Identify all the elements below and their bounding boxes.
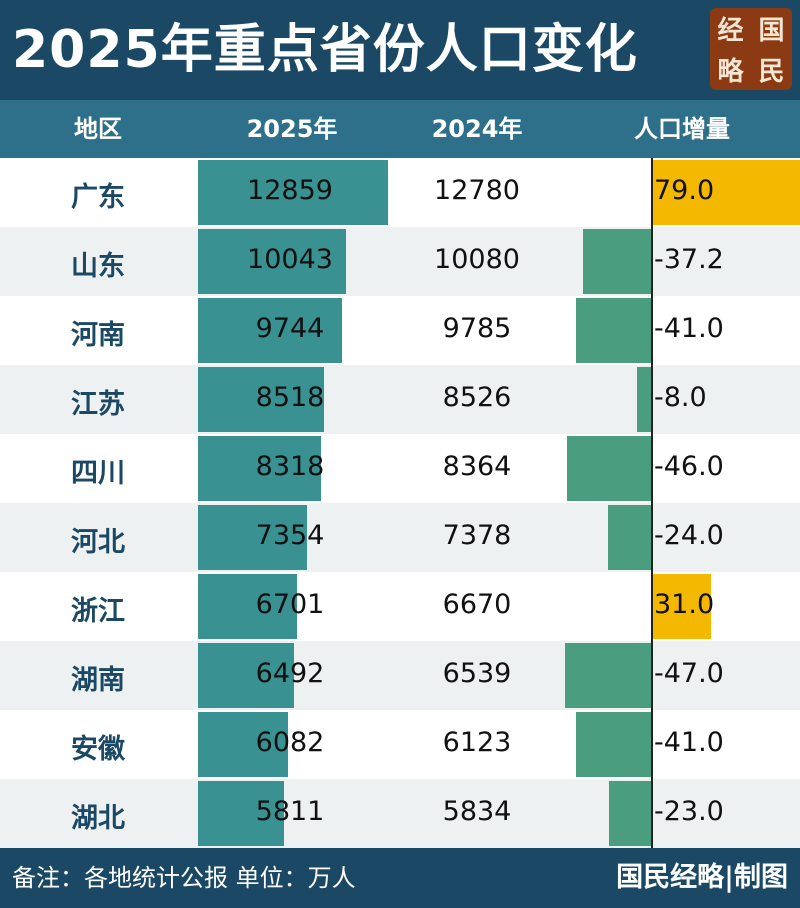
decrease-bar [609,781,652,846]
bar-2025 [198,574,297,639]
value-2024: 8526 [442,381,512,413]
source-note: 备注：各地统计公报 单位：万人 [12,864,356,892]
value-2025: 10043 [247,243,333,275]
province-label: 河南 [71,319,125,351]
bar-2025 [198,781,284,846]
bar-2025 [198,643,294,708]
value-2024: 10080 [434,243,520,275]
province-label: 广东 [71,181,125,213]
increment-value: -37.2 [654,243,724,275]
province-label: 河北 [71,526,125,558]
decrease-bar [567,436,652,501]
increment-value: -47.0 [654,657,724,689]
logo-char: 民 [758,57,785,87]
value-2024: 7378 [442,519,512,551]
column-header-2024: 2024年 [431,115,523,143]
value-2024: 6123 [442,726,512,758]
zero-axis-line [651,158,653,848]
bar-2025 [198,712,288,777]
table-row: 河北 7354 7378 -24.0 [0,503,800,572]
header-bar: 2025年重点省份人口变化 经 国 略 民 [0,0,800,100]
bar-2025 [198,367,324,432]
column-header-2025: 2025年 [246,115,338,143]
value-2024: 6539 [442,657,512,689]
value-2025: 9744 [255,312,325,344]
table-row: 河南 9744 9785 -41.0 [0,296,800,365]
value-2025: 7354 [255,519,325,551]
table-row: 湖北 5811 5834 -23.0 [0,779,800,848]
table-row: 广东 12859 12780 79.0 [0,158,800,227]
province-label: 四川 [71,457,125,489]
logo-char: 略 [717,57,744,87]
value-2024: 12780 [434,174,520,206]
value-2025: 6082 [255,726,325,758]
value-2024: 9785 [442,312,512,344]
increase-bar [652,574,711,639]
column-header-row: 地区 2025年 2024年 人口增量 [0,100,800,158]
increment-value: 31.0 [654,588,715,620]
value-2025: 5811 [255,795,325,827]
column-header-increment: 人口增量 [634,115,730,143]
value-2025: 12859 [247,174,333,206]
table-row: 安徽 6082 6123 -41.0 [0,710,800,779]
table-row: 四川 8318 8364 -46.0 [0,434,800,503]
increment-value: -8.0 [654,381,707,413]
province-label: 安徽 [71,733,125,765]
decrease-bar [576,712,652,777]
table-row: 山东 10043 10080 -37.2 [0,227,800,296]
bar-2025 [198,298,342,363]
decrease-bar [565,643,652,708]
value-2025: 6492 [255,657,325,689]
bar-2025 [198,436,321,501]
increment-value: -23.0 [654,795,724,827]
value-2024: 5834 [442,795,512,827]
column-header-region: 地区 [74,115,122,143]
logo-char: 经 [717,16,744,46]
value-2025: 8318 [255,450,325,482]
value-2024: 8364 [442,450,512,482]
value-2024: 6670 [442,588,512,620]
data-table: 广东 12859 12780 79.0 山东 10043 10080 -37.2 河南 9744 9… [0,158,800,848]
province-label: 江苏 [71,388,125,420]
value-2025: 6701 [255,588,325,620]
value-2025: 8518 [255,381,325,413]
credit-label: 国民经略|制图 [616,862,788,893]
table-row: 江苏 8518 8526 -8.0 [0,365,800,434]
decrease-bar [583,229,652,294]
brand-logo: 经 国 略 民 [710,8,792,90]
decrease-bar [576,298,652,363]
table-row: 浙江 6701 6670 31.0 [0,572,800,641]
increment-value: -41.0 [654,726,724,758]
page-title: 2025年重点省份人口变化 [12,20,638,80]
table-row: 湖南 6492 6539 -47.0 [0,641,800,710]
increment-value: 79.0 [654,174,715,206]
logo-char: 国 [758,16,785,46]
bar-2025 [198,229,346,294]
bar-2025 [198,505,307,570]
increase-bar [652,160,800,225]
province-label: 浙江 [71,595,125,627]
increment-value: -46.0 [654,450,724,482]
increment-value: -41.0 [654,312,724,344]
province-label: 湖北 [71,802,125,834]
footer-bar: 备注：各地统计公报 单位：万人 国民经略|制图 [0,848,800,908]
province-label: 湖南 [71,664,125,696]
bar-2025 [198,160,388,225]
province-label: 山东 [71,250,125,282]
decrease-bar [637,367,652,432]
increment-value: -24.0 [654,519,724,551]
decrease-bar [608,505,652,570]
